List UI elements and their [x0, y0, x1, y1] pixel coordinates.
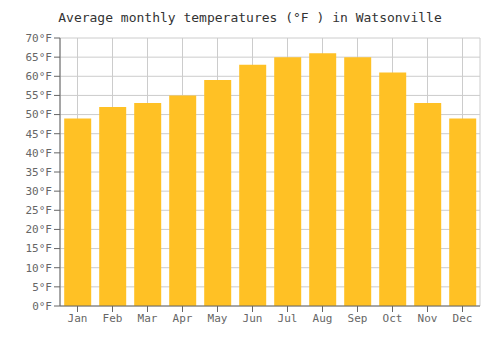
svg-text:Apr: Apr	[173, 312, 193, 325]
svg-text:May: May	[208, 312, 228, 325]
svg-text:15°F: 15°F	[26, 242, 53, 255]
svg-text:Oct: Oct	[383, 312, 403, 325]
svg-text:45°F: 45°F	[26, 128, 53, 141]
svg-text:Feb: Feb	[103, 312, 123, 325]
svg-text:5°F: 5°F	[32, 281, 52, 294]
svg-text:Dec: Dec	[453, 312, 473, 325]
svg-text:Mar: Mar	[138, 312, 158, 325]
svg-text:70°F: 70°F	[26, 32, 53, 45]
svg-text:10°F: 10°F	[26, 262, 53, 275]
svg-text:35°F: 35°F	[26, 166, 53, 179]
html-text:Average monthly temperatures (: Average monthly temperatures (°F ) in Wa…	[58, 10, 442, 25]
svg-text:30°F: 30°F	[26, 185, 53, 198]
svg-text:Nov: Nov	[418, 312, 438, 325]
svg-text:Jan: Jan	[68, 312, 88, 325]
svg-text:20°F: 20°F	[26, 223, 53, 236]
svg-text:Sep: Sep	[348, 312, 368, 325]
svg-text:25°F: 25°F	[26, 204, 53, 217]
svg-text:Jul: Jul	[278, 312, 298, 325]
svg-text:60°F: 60°F	[26, 70, 53, 83]
svg-text:Aug: Aug	[313, 312, 333, 325]
svg-text:0°F: 0°F	[32, 300, 52, 313]
svg-text:65°F: 65°F	[26, 51, 53, 64]
svg-text:Jun: Jun	[243, 312, 263, 325]
svg-text:50°F: 50°F	[26, 108, 53, 121]
svg-text:40°F: 40°F	[26, 147, 53, 160]
svg-text:55°F: 55°F	[26, 89, 53, 102]
